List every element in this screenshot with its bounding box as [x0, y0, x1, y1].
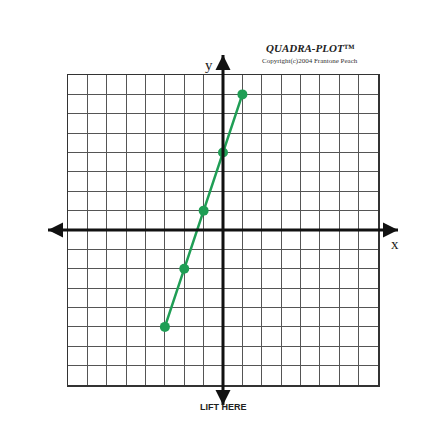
svg-text:QUADRA-PLOT™: QUADRA-PLOT™ [266, 42, 355, 54]
svg-text:x: x [391, 236, 399, 252]
svg-text:Copyright(c)2004 Frantone Peac: Copyright(c)2004 Frantone Peach [262, 57, 358, 65]
svg-text:LIFT HERE: LIFT HERE [200, 402, 247, 412]
svg-text:y: y [205, 57, 213, 73]
